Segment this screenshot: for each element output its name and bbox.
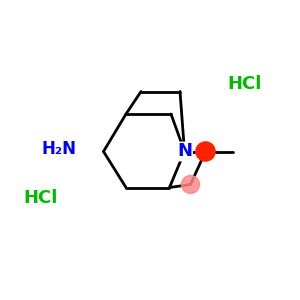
Text: HCl: HCl (23, 189, 58, 207)
Circle shape (196, 142, 215, 161)
Text: H₂N: H₂N (41, 140, 76, 158)
Text: N: N (177, 142, 192, 160)
Circle shape (182, 176, 200, 194)
Text: HCl: HCl (227, 75, 262, 93)
